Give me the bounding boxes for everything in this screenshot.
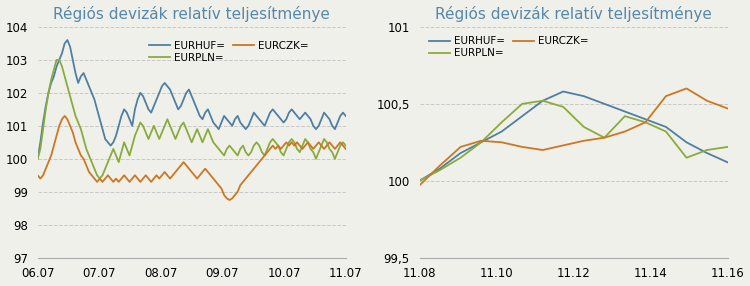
EURPLN= — [225, 144, 234, 147]
EURCZK= — [641, 121, 650, 124]
EURPLN= — [579, 125, 588, 129]
EURHUF= — [497, 130, 506, 133]
EURHUF= — [456, 151, 465, 155]
EURPLN= — [154, 137, 164, 141]
EURCZK= — [559, 144, 568, 147]
EURHUF= — [682, 141, 691, 144]
EURHUF= — [436, 167, 445, 170]
EURPLN= — [309, 150, 318, 154]
EURPLN= — [600, 136, 609, 139]
EURCZK= — [579, 139, 588, 142]
EURCZK= — [456, 145, 465, 149]
Line: EURHUF=: EURHUF= — [38, 40, 346, 159]
EURPLN= — [703, 148, 712, 152]
EURCZK= — [620, 130, 629, 133]
EURHUF= — [662, 125, 670, 129]
EURHUF= — [222, 118, 231, 121]
EURCZK= — [436, 164, 445, 167]
EURCZK= — [106, 177, 115, 180]
EURHUF= — [538, 99, 548, 102]
EURCZK= — [518, 145, 526, 149]
EURCZK= — [76, 154, 86, 157]
EURHUF= — [559, 90, 568, 93]
EURHUF= — [63, 38, 72, 42]
Legend: EURHUF=, EURPLN=, EURCZK=: EURHUF=, EURPLN=, EURCZK= — [145, 37, 313, 67]
EURPLN= — [538, 99, 548, 102]
EURPLN= — [415, 179, 424, 182]
EURHUF= — [415, 179, 424, 182]
EURPLN= — [476, 141, 485, 144]
EURHUF= — [33, 157, 42, 160]
EURPLN= — [662, 130, 670, 133]
EURHUF= — [620, 110, 629, 113]
EURHUF= — [476, 141, 485, 144]
EURPLN= — [497, 121, 506, 124]
EURCZK= — [703, 99, 712, 102]
EURHUF= — [76, 75, 86, 78]
Line: EURPLN=: EURPLN= — [38, 60, 346, 178]
EURCZK= — [33, 174, 42, 177]
EURHUF= — [703, 151, 712, 155]
EURPLN= — [682, 156, 691, 159]
EURCZK= — [309, 147, 318, 151]
EURHUF= — [136, 91, 145, 95]
EURCZK= — [682, 87, 691, 90]
Line: EURCZK=: EURCZK= — [38, 116, 346, 200]
EURHUF= — [106, 144, 115, 147]
EURPLN= — [139, 124, 148, 128]
EURPLN= — [518, 102, 526, 106]
EURHUF= — [600, 102, 609, 106]
EURCZK= — [723, 107, 732, 110]
Line: EURCZK=: EURCZK= — [419, 88, 728, 185]
EURCZK= — [662, 94, 670, 98]
Line: EURHUF=: EURHUF= — [419, 92, 728, 181]
EURHUF= — [518, 114, 526, 118]
EURPLN= — [341, 144, 350, 147]
EURCZK= — [538, 148, 548, 152]
EURHUF= — [341, 114, 350, 118]
EURCZK= — [60, 114, 69, 118]
EURPLN= — [76, 127, 86, 131]
EURPLN= — [436, 168, 445, 172]
EURHUF= — [152, 98, 161, 101]
EURHUF= — [579, 94, 588, 98]
Legend: EURHUF=, EURPLN=, EURCZK=: EURHUF=, EURPLN=, EURCZK= — [424, 32, 593, 63]
EURCZK= — [600, 136, 609, 139]
Line: EURPLN=: EURPLN= — [419, 101, 728, 181]
EURCZK= — [497, 141, 506, 144]
EURHUF= — [306, 118, 315, 121]
EURCZK= — [152, 174, 161, 177]
EURCZK= — [136, 180, 145, 184]
EURPLN= — [723, 145, 732, 149]
Title: Régiós devizák relatív teljesítménye: Régiós devizák relatív teljesítménye — [435, 5, 712, 21]
EURCZK= — [225, 198, 234, 202]
EURCZK= — [476, 139, 485, 142]
EURPLN= — [95, 177, 104, 180]
EURPLN= — [33, 157, 42, 160]
Title: Régiós devizák relatív teljesítménye: Régiós devizák relatív teljesítménye — [53, 5, 330, 21]
EURPLN= — [109, 147, 118, 151]
EURHUF= — [723, 161, 732, 164]
EURPLN= — [641, 121, 650, 124]
EURCZK= — [415, 184, 424, 187]
EURPLN= — [456, 156, 465, 159]
EURCZK= — [222, 197, 231, 200]
EURCZK= — [341, 147, 350, 151]
EURHUF= — [641, 118, 650, 121]
EURPLN= — [620, 114, 629, 118]
EURPLN= — [52, 58, 61, 61]
EURPLN= — [559, 105, 568, 109]
